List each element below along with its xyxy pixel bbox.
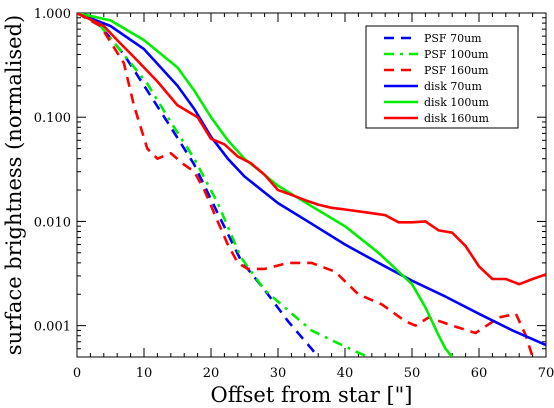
x-tick-label: 40 [337,366,354,381]
series-group [77,13,546,357]
x-tick-label: 50 [404,366,421,381]
plot-frame [76,12,547,358]
y-tick-label: 0.010 [34,215,71,230]
series-line-psf-160um [77,13,534,357]
series-line-disk-100um [77,13,454,357]
legend-box [365,25,519,129]
y-tick-label: 0.001 [34,320,71,335]
x-tick-label: 10 [136,366,153,381]
x-tick-label: 70 [538,366,554,381]
y-tick-label: 0.100 [34,111,71,126]
x-tick-label: 30 [270,366,287,381]
x-tick-label: 20 [203,366,220,381]
x-axis-title: Offset from star ["] [211,383,413,407]
y-axis-title: surface brightness (normalised) [2,15,26,355]
legend-label: PSF 100um [424,48,489,61]
legend-label: disk 70um [424,80,482,93]
x-tick-label: 60 [471,366,488,381]
legend-label: disk 160um [424,112,489,125]
legend-label: disk 100um [424,96,489,109]
series-line-psf-70um [77,13,320,357]
series-line-psf-100um [77,13,369,357]
y-tick-label: 1.000 [34,7,71,22]
legend-label: PSF 160um [424,64,489,77]
x-tick-label: 0 [73,366,81,381]
series-line-disk-160um [77,13,546,286]
legend-label: PSF 70um [424,32,482,45]
series-line-disk-70um [77,13,546,347]
